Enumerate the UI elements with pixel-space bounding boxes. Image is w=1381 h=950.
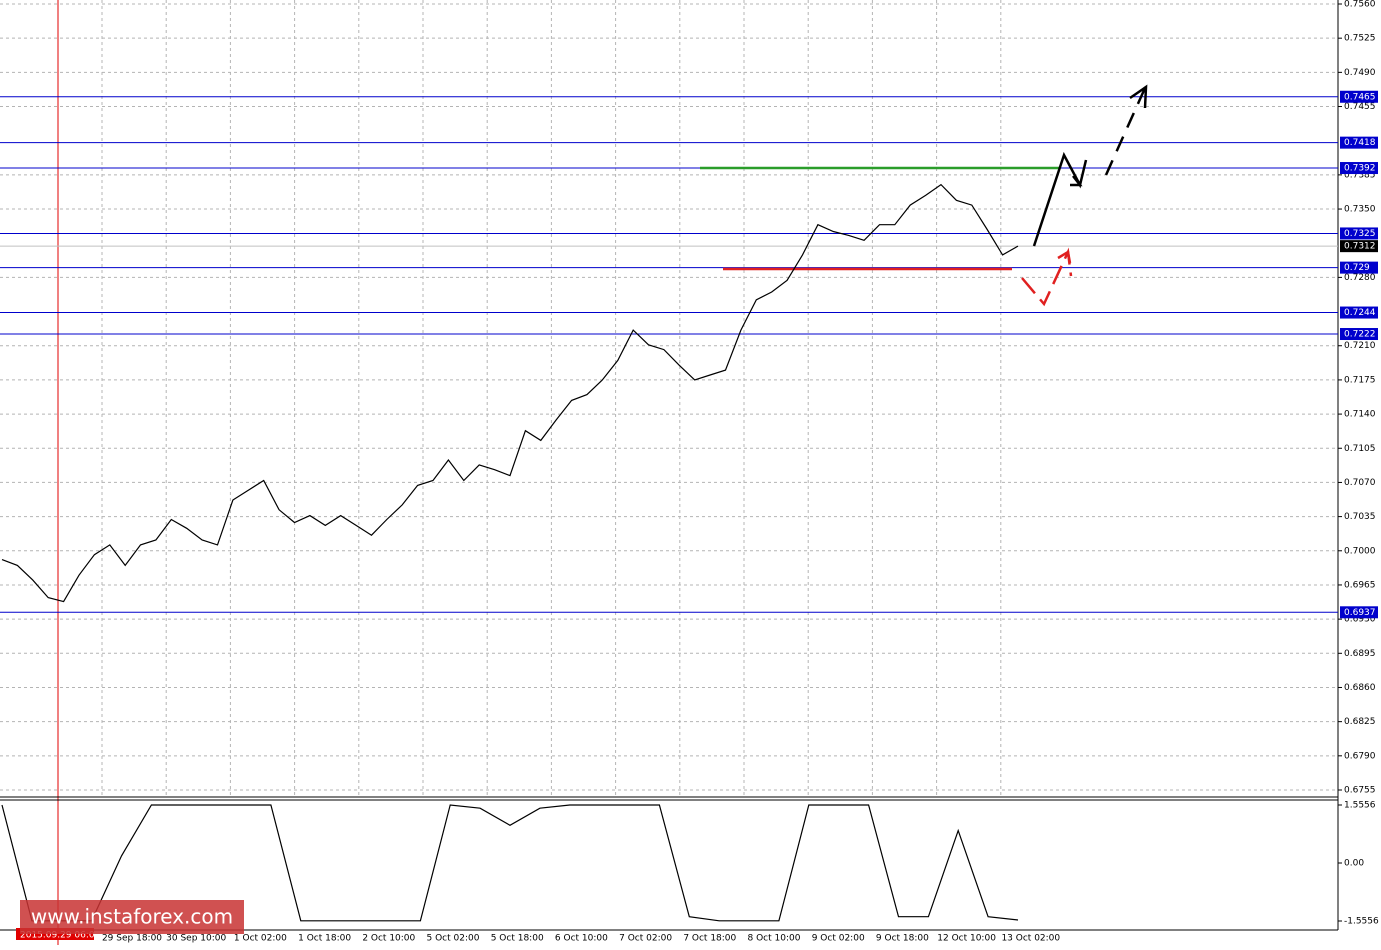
y-tick-label: 0.7140	[1344, 410, 1376, 420]
x-tick-label: 30 Sep 10:00	[166, 934, 226, 944]
price-line	[1, 183, 1019, 603]
y-tick-label: 0.7210	[1344, 341, 1376, 351]
y-tick-label: 0.7280	[1344, 273, 1376, 283]
level-label: 0.7325	[1344, 229, 1376, 239]
levels	[0, 96, 1338, 613]
watermark: www.instaforex.com	[31, 905, 233, 929]
current-price-bg	[1340, 240, 1378, 253]
y-tick-label: 0.7455	[1344, 102, 1376, 112]
forecast-arrow	[1104, 87, 1147, 176]
forecast-arrow	[1032, 151, 1088, 247]
level-label: 0.7465	[1344, 92, 1376, 102]
axis-labels: 0.7560 0.7525 0.7490 0.7455 0.7385 0.7350 0.72…	[102, 0, 1379, 944]
y-tick-label: 0.7105	[1344, 444, 1376, 454]
y-tick-label: 0.6930	[1344, 615, 1376, 625]
y-tick-label: 0.00	[1344, 859, 1364, 869]
level-label: 0.729	[1344, 263, 1370, 273]
level-label: 0.7244	[1344, 308, 1376, 318]
level-label: 0.6937	[1344, 608, 1376, 618]
level-label: 0.7418	[1344, 138, 1376, 148]
y-tick-label: 0.7175	[1344, 375, 1376, 385]
x-tick-label: 29 Sep 18:00	[102, 934, 162, 944]
y-tick-label: 0.7070	[1344, 478, 1376, 488]
level-label: 0.7222	[1344, 330, 1376, 340]
y-tick-label: 0.7350	[1344, 205, 1376, 215]
series	[1, 183, 1019, 922]
arrow-head	[1070, 175, 1083, 187]
x-tick-label: 9 Oct 18:00	[876, 934, 929, 944]
x-tick-label: 13 Oct 02:00	[1001, 934, 1060, 944]
level-label-bg	[1340, 328, 1378, 341]
level-label-bg	[1340, 136, 1378, 149]
y-tick-label: 0.6895	[1344, 649, 1376, 659]
y-tick-label: 0.6860	[1344, 683, 1376, 693]
y-tick-label: 0.7525	[1344, 34, 1376, 44]
level-label-bg	[1340, 306, 1378, 319]
y-tick-label: 0.7035	[1344, 512, 1376, 522]
x-tick-label: 6 Oct 10:00	[555, 934, 608, 944]
x-tick-label: 5 Oct 02:00	[427, 934, 480, 944]
cursor-label: 2015.09.29 06:00	[20, 931, 101, 941]
x-tick-label: 8 Oct 10:00	[748, 934, 801, 944]
watermark-bg	[20, 900, 244, 934]
level-label: 0.7392	[1344, 164, 1376, 174]
y-tick-label: 0.6965	[1344, 580, 1376, 590]
x-tick-label: 7 Oct 18:00	[683, 934, 736, 944]
y-tick-label: 0.7000	[1344, 546, 1376, 556]
level-label-bg	[1340, 606, 1378, 619]
x-tick-label: 12 Oct 10:00	[937, 934, 996, 944]
alt-forecast-arrow	[1021, 247, 1073, 307]
arrow-head	[1057, 249, 1072, 264]
x-tick-label: 9 Oct 02:00	[812, 934, 865, 944]
x-tick-label: 1 Oct 02:00	[234, 934, 287, 944]
x-tick-label: 2 Oct 10:00	[362, 934, 415, 944]
y-tick-label: 0.6755	[1344, 786, 1376, 796]
grid	[0, 0, 1338, 795]
y-tick-label: -1.5556	[1344, 917, 1379, 927]
x-tick-label: 7 Oct 02:00	[619, 934, 672, 944]
y-tick-label: 0.7385	[1344, 170, 1376, 180]
price-line	[1, 804, 1019, 922]
level-label-bg	[1340, 227, 1378, 240]
level-label-bg	[1340, 162, 1378, 175]
level-label-bg	[1340, 90, 1378, 103]
x-tick-label: 1 Oct 18:00	[298, 934, 351, 944]
y-tick-label: 0.6825	[1344, 717, 1376, 727]
current-price-label: 0.7312	[1344, 242, 1376, 252]
y-tick-label: 1.5556	[1344, 801, 1376, 811]
y-tick-label: 0.6790	[1344, 751, 1376, 761]
level-label-bg	[1340, 261, 1378, 274]
x-tick-label: 5 Oct 18:00	[491, 934, 544, 944]
arrow-head	[1129, 84, 1148, 109]
y-tick-label: 0.7490	[1344, 68, 1376, 78]
y-tick-label: 0.7560	[1344, 0, 1376, 10]
